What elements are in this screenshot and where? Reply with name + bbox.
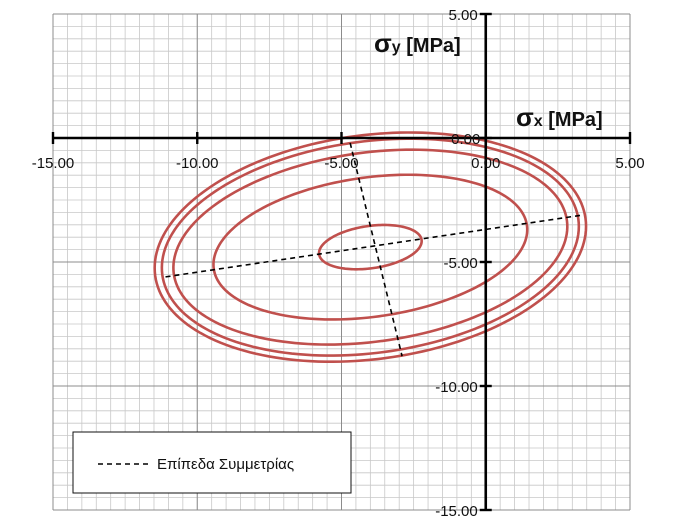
x-tick-label: -5.00 xyxy=(324,155,358,172)
axes-group xyxy=(51,12,632,512)
legend-label: Επίπεδα Συμμετρίας xyxy=(157,456,294,473)
legend: Επίπεδα Συμμετρίας xyxy=(72,431,352,494)
x-tick-label: -10.00 xyxy=(176,155,219,172)
y-tick-label: -15.00 xyxy=(435,503,478,520)
symmetry-lines-group xyxy=(165,142,584,357)
symmetry-line xyxy=(165,214,584,278)
x-tick-label: -15.00 xyxy=(32,155,75,172)
y-tick-label: 0.00 xyxy=(451,131,480,148)
y-tick-label: -10.00 xyxy=(435,379,478,396)
y-tick-label: -5.00 xyxy=(444,255,478,272)
x-tick-label: 0.00 xyxy=(471,155,500,172)
stress-ellipse xyxy=(153,131,588,364)
stress-ellipse xyxy=(212,173,529,321)
y-tick-label: 5.00 xyxy=(449,7,478,24)
tick-labels-group: -15.00 -10.00 -5.00 0.00 5.00 5.00 0.00 -5.00 -1… xyxy=(32,7,645,520)
y-axis-title: σy [MPa] xyxy=(374,28,461,58)
stress-ellipse xyxy=(160,137,581,357)
x-tick-label: 5.00 xyxy=(615,155,644,172)
x-axis-title: σx [MPa] xyxy=(516,102,603,132)
symmetry-line xyxy=(349,142,403,357)
legend-box xyxy=(72,431,352,494)
